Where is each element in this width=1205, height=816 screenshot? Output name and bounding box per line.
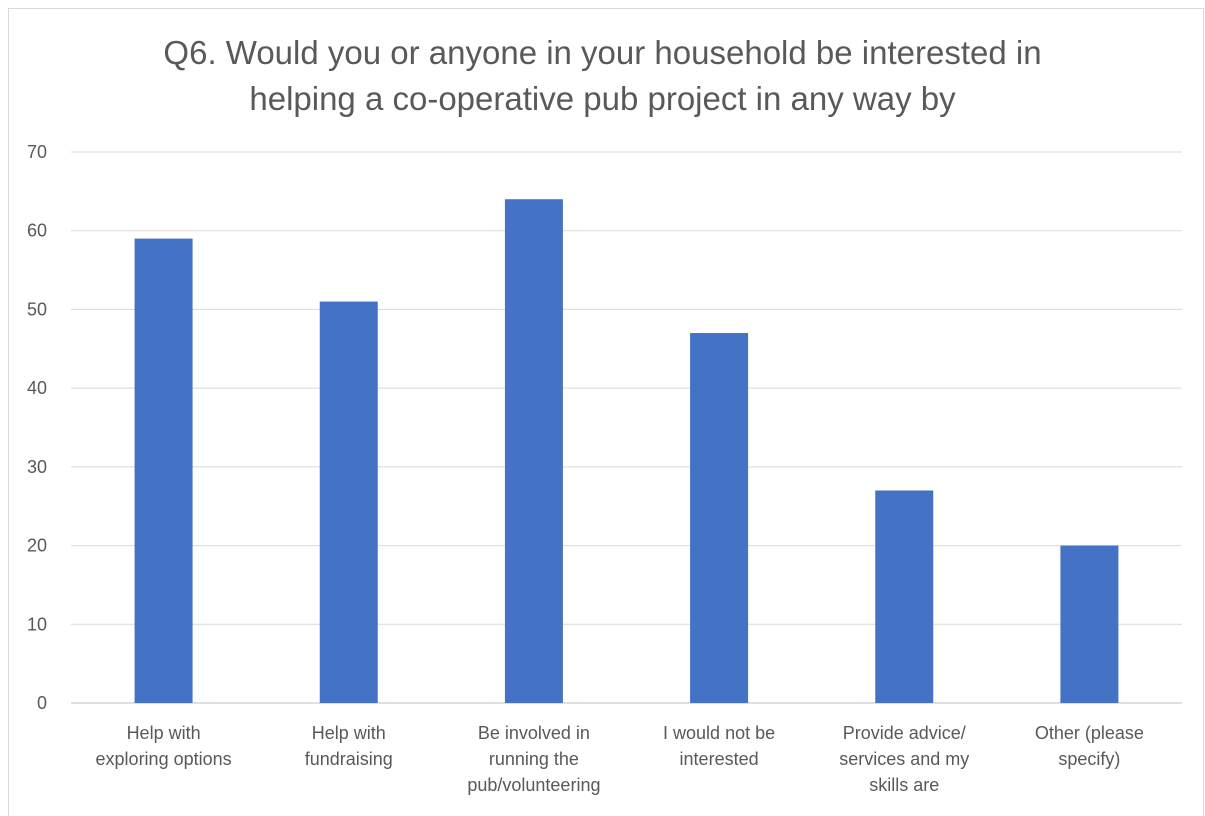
x-tick-label: Be involved in — [478, 723, 590, 743]
bar — [134, 238, 193, 704]
y-tick-label: 0 — [37, 693, 47, 713]
y-tick-label: 10 — [27, 614, 47, 634]
x-tick-label: pub/volunteering — [467, 775, 600, 795]
x-tick-label: specify) — [1058, 749, 1120, 769]
chart-area — [8, 8, 1204, 816]
x-tick-label: services and my — [839, 749, 969, 769]
y-tick-label: 20 — [27, 536, 47, 556]
x-tick-label: fundraising — [305, 749, 393, 769]
x-tick-label: interested — [680, 749, 759, 769]
y-tick-label: 60 — [27, 221, 47, 241]
chart-title-line-2: helping a co-operative pub project in an… — [249, 80, 956, 117]
x-tick-label: Help with — [312, 723, 386, 743]
chart-title-line-1: Q6. Would you or anyone in your househol… — [163, 34, 1042, 71]
x-tick-label: Provide advice/ — [843, 723, 966, 743]
x-tick-label: skills are — [869, 775, 939, 795]
x-tick-label: exploring options — [96, 749, 232, 769]
y-tick-label: 70 — [27, 142, 47, 162]
bar — [504, 199, 563, 703]
x-tick-label: running the — [489, 749, 579, 769]
bar — [690, 333, 749, 703]
bar — [1060, 545, 1119, 703]
y-tick-label: 50 — [27, 299, 47, 319]
y-tick-label: 40 — [27, 378, 47, 398]
x-tick-label: Other (please — [1035, 723, 1144, 743]
y-tick-label: 30 — [27, 457, 47, 477]
chart-title: Q6. Would you or anyone in your househol… — [0, 30, 1205, 122]
x-tick-label: Help with — [127, 723, 201, 743]
bar — [319, 301, 378, 703]
x-tick-label: I would not be — [663, 723, 775, 743]
bar — [875, 490, 934, 703]
